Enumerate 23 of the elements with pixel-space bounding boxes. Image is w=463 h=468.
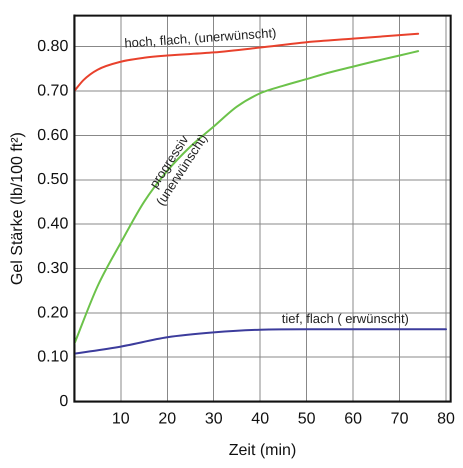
x-tick-label: 40 — [251, 410, 270, 428]
y-tick-label: 0.20 — [37, 304, 68, 322]
line-series — [74, 328, 448, 355]
annotation: hoch, flach, (unerwünscht) — [124, 25, 277, 51]
y-axis-title: Gel Stärke (lb/100 ft²) — [9, 132, 26, 286]
x-tick-label: 50 — [298, 410, 316, 428]
x-tick-label: 20 — [158, 410, 176, 428]
x-tick-label: 60 — [344, 410, 362, 428]
x-tick-label: 10 — [112, 410, 130, 428]
y-tick-label: 0 — [59, 393, 68, 410]
y-tick-label: 0.80 — [37, 38, 68, 56]
x-tick-label: 80 — [437, 410, 456, 428]
y-tick-label: 0.70 — [37, 82, 68, 100]
y-tick-label: 0.60 — [37, 126, 68, 144]
x-axis-title: Zeit (min) — [228, 442, 296, 459]
y-tick-label: 0.40 — [37, 216, 68, 233]
annotation: tief, flach ( erwünscht) — [282, 310, 409, 326]
line-series — [74, 50, 420, 345]
x-tick-label: 30 — [204, 410, 223, 428]
x-tick-label: 70 — [390, 410, 409, 428]
y-tick-label: 0.50 — [37, 171, 68, 188]
y-tick-label: 0.10 — [37, 348, 68, 366]
y-tick-label: 0.30 — [37, 260, 68, 277]
